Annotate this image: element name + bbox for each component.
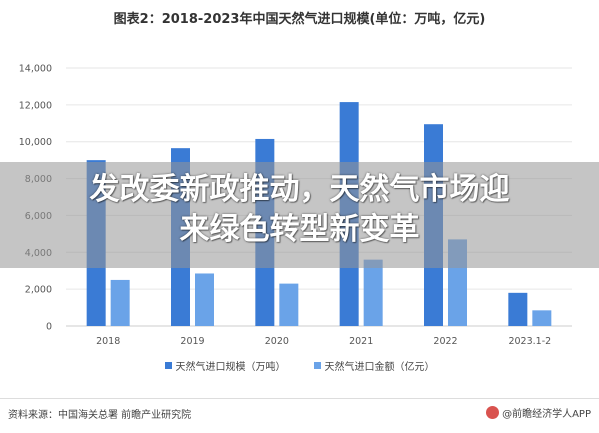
chart-title: 图表2：2018-2023年中国天然气进口规模(单位：万吨，亿元) [113, 12, 486, 27]
legend-swatch-volume [164, 362, 172, 369]
legend-label-volume: 天然气进口规模（万吨） [175, 362, 286, 373]
bar-value-2020 [279, 283, 299, 326]
x-tick-label: 2023.1-2 [508, 336, 551, 347]
y-tick-label: 0 [46, 322, 52, 333]
x-tick-label: 2018 [96, 336, 120, 347]
x-tick-label: 2020 [265, 336, 289, 347]
y-tick-label: 10,000 [19, 137, 52, 148]
brand-mark: @前瞻经济学人APP [486, 405, 591, 420]
chart-legend: 天然气进口规模（万吨） 天然气进口金额（亿元） [0, 358, 599, 373]
bar-value-2019 [195, 273, 214, 326]
bar-value-2021 [363, 259, 383, 326]
legend-label-value: 天然气进口金额（亿元） [324, 362, 435, 373]
headline: 发改委新政推动，天然气市场迎 来绿色转型新变革 [0, 170, 599, 250]
headline-overlay [0, 162, 599, 268]
x-tick-label: 2019 [180, 336, 204, 347]
brand-text: @前瞻经济学人APP [502, 409, 591, 420]
brand-logo-icon [486, 406, 500, 419]
headline-line-2: 来绿色转型新变革 [179, 212, 420, 247]
y-tick-label: 2,000 [25, 285, 52, 296]
x-tick-label: 2022 [433, 336, 457, 347]
legend-item-value: 天然气进口金额（亿元） [313, 358, 435, 373]
y-tick-label: 14,000 [19, 64, 52, 75]
bar-volume-2023.1-2 [508, 292, 528, 326]
source-note: 资料来源：中国海关总署 前瞻产业研究院 [8, 410, 192, 421]
bar-value-2023.1-2 [532, 310, 552, 326]
bar-value-2018 [110, 279, 130, 326]
legend-item-volume: 天然气进口规模（万吨） [164, 358, 286, 373]
y-tick-label: 12,000 [19, 100, 52, 111]
headline-line-1: 发改委新政推动，天然气市场迎 [89, 172, 510, 207]
legend-swatch-value [313, 362, 321, 369]
footer: 资料来源：中国海关总署 前瞻产业研究院 @前瞻经济学人APP [0, 398, 599, 433]
x-tick-label: 2021 [349, 336, 373, 347]
